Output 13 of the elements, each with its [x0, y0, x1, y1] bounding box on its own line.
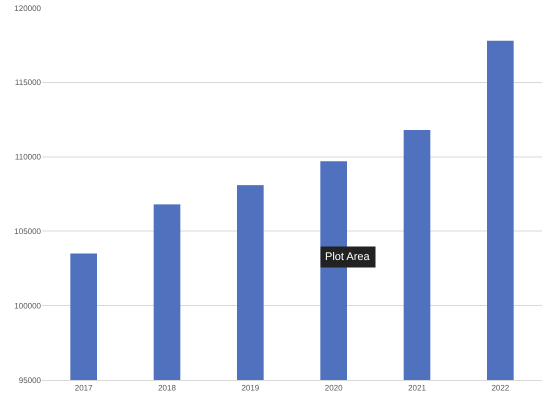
annotation: Plot Area: [325, 251, 371, 263]
y-tick-label: 120000: [14, 4, 42, 13]
y-tick-label: 115000: [14, 78, 42, 88]
x-tick-label: 2019: [241, 384, 260, 393]
x-tick-label: 2021: [408, 384, 426, 393]
x-tick-label: 2020: [324, 384, 344, 393]
y-tick-label: 105000: [14, 227, 42, 236]
y-tick-label: 95000: [18, 376, 42, 385]
x-tick-label: 2017: [74, 384, 94, 393]
x-tick-label: 2022: [491, 384, 510, 393]
y-tick-label: 100000: [14, 301, 42, 310]
x-tick-label: 2018: [158, 384, 176, 393]
y-tick-label: 110000: [14, 152, 42, 162]
